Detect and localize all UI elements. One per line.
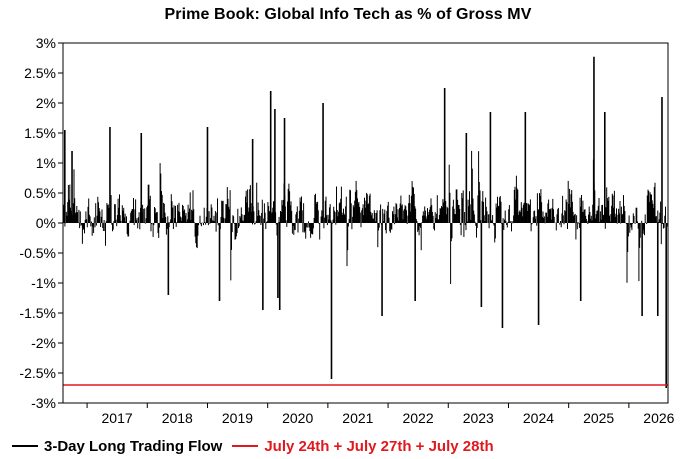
x-tick-label: 2020 <box>282 410 313 426</box>
legend-swatch-reference <box>232 445 259 447</box>
y-tick-label: -2.5% <box>19 365 56 381</box>
y-tick-label: -1% <box>31 275 56 291</box>
legend: 3-Day Long Trading Flow July 24th + July… <box>12 436 504 456</box>
y-tick-label: -1.5% <box>19 305 56 321</box>
legend-swatch-flow <box>12 445 38 447</box>
y-tick-label: -3% <box>31 395 56 411</box>
x-tick-label: 2025 <box>583 410 614 426</box>
x-tick-label: 2017 <box>102 410 133 426</box>
x-tick-label: 2026 <box>643 410 674 426</box>
legend-label-flow: 3-Day Long Trading Flow <box>44 437 223 455</box>
x-tick-label: 2018 <box>162 410 193 426</box>
y-tick-label: -0.5% <box>19 245 56 261</box>
x-tick-label: 2019 <box>222 410 253 426</box>
legend-item-reference: July 24th + July 27th + July 28th <box>232 437 494 455</box>
y-tick-label: 1.5% <box>24 125 56 141</box>
flow-bars-layer <box>63 56 668 388</box>
y-tick-label: -2% <box>31 335 56 351</box>
y-tick-label: 0.5% <box>24 185 56 201</box>
x-tick-label: 2023 <box>463 410 494 426</box>
y-axis: 3% 2.5% 2% 1.5% 1% 0.5% 0% -0.5% -1% -1.5% -2% -2.5… <box>19 35 63 411</box>
x-tick-label: 2022 <box>402 410 433 426</box>
y-tick-label: 2% <box>36 95 56 111</box>
y-tick-label: 0% <box>36 215 56 231</box>
y-tick-label: 2.5% <box>24 65 56 81</box>
y-tick-label: 3% <box>36 35 56 51</box>
chart-title: Prime Book: Global Info Tech as % of Gro… <box>164 6 532 23</box>
x-tick-label: 2021 <box>342 410 373 426</box>
legend-item-flow: 3-Day Long Trading Flow <box>12 438 222 455</box>
x-axis: 2017 2018 2019 2020 2021 2022 2023 2024 2025 2026 <box>86 403 675 426</box>
legend-label-reference: July 24th + July 27th + July 28th <box>264 437 494 455</box>
y-tick-label: 1% <box>36 155 56 171</box>
x-tick-label: 2024 <box>523 410 554 426</box>
